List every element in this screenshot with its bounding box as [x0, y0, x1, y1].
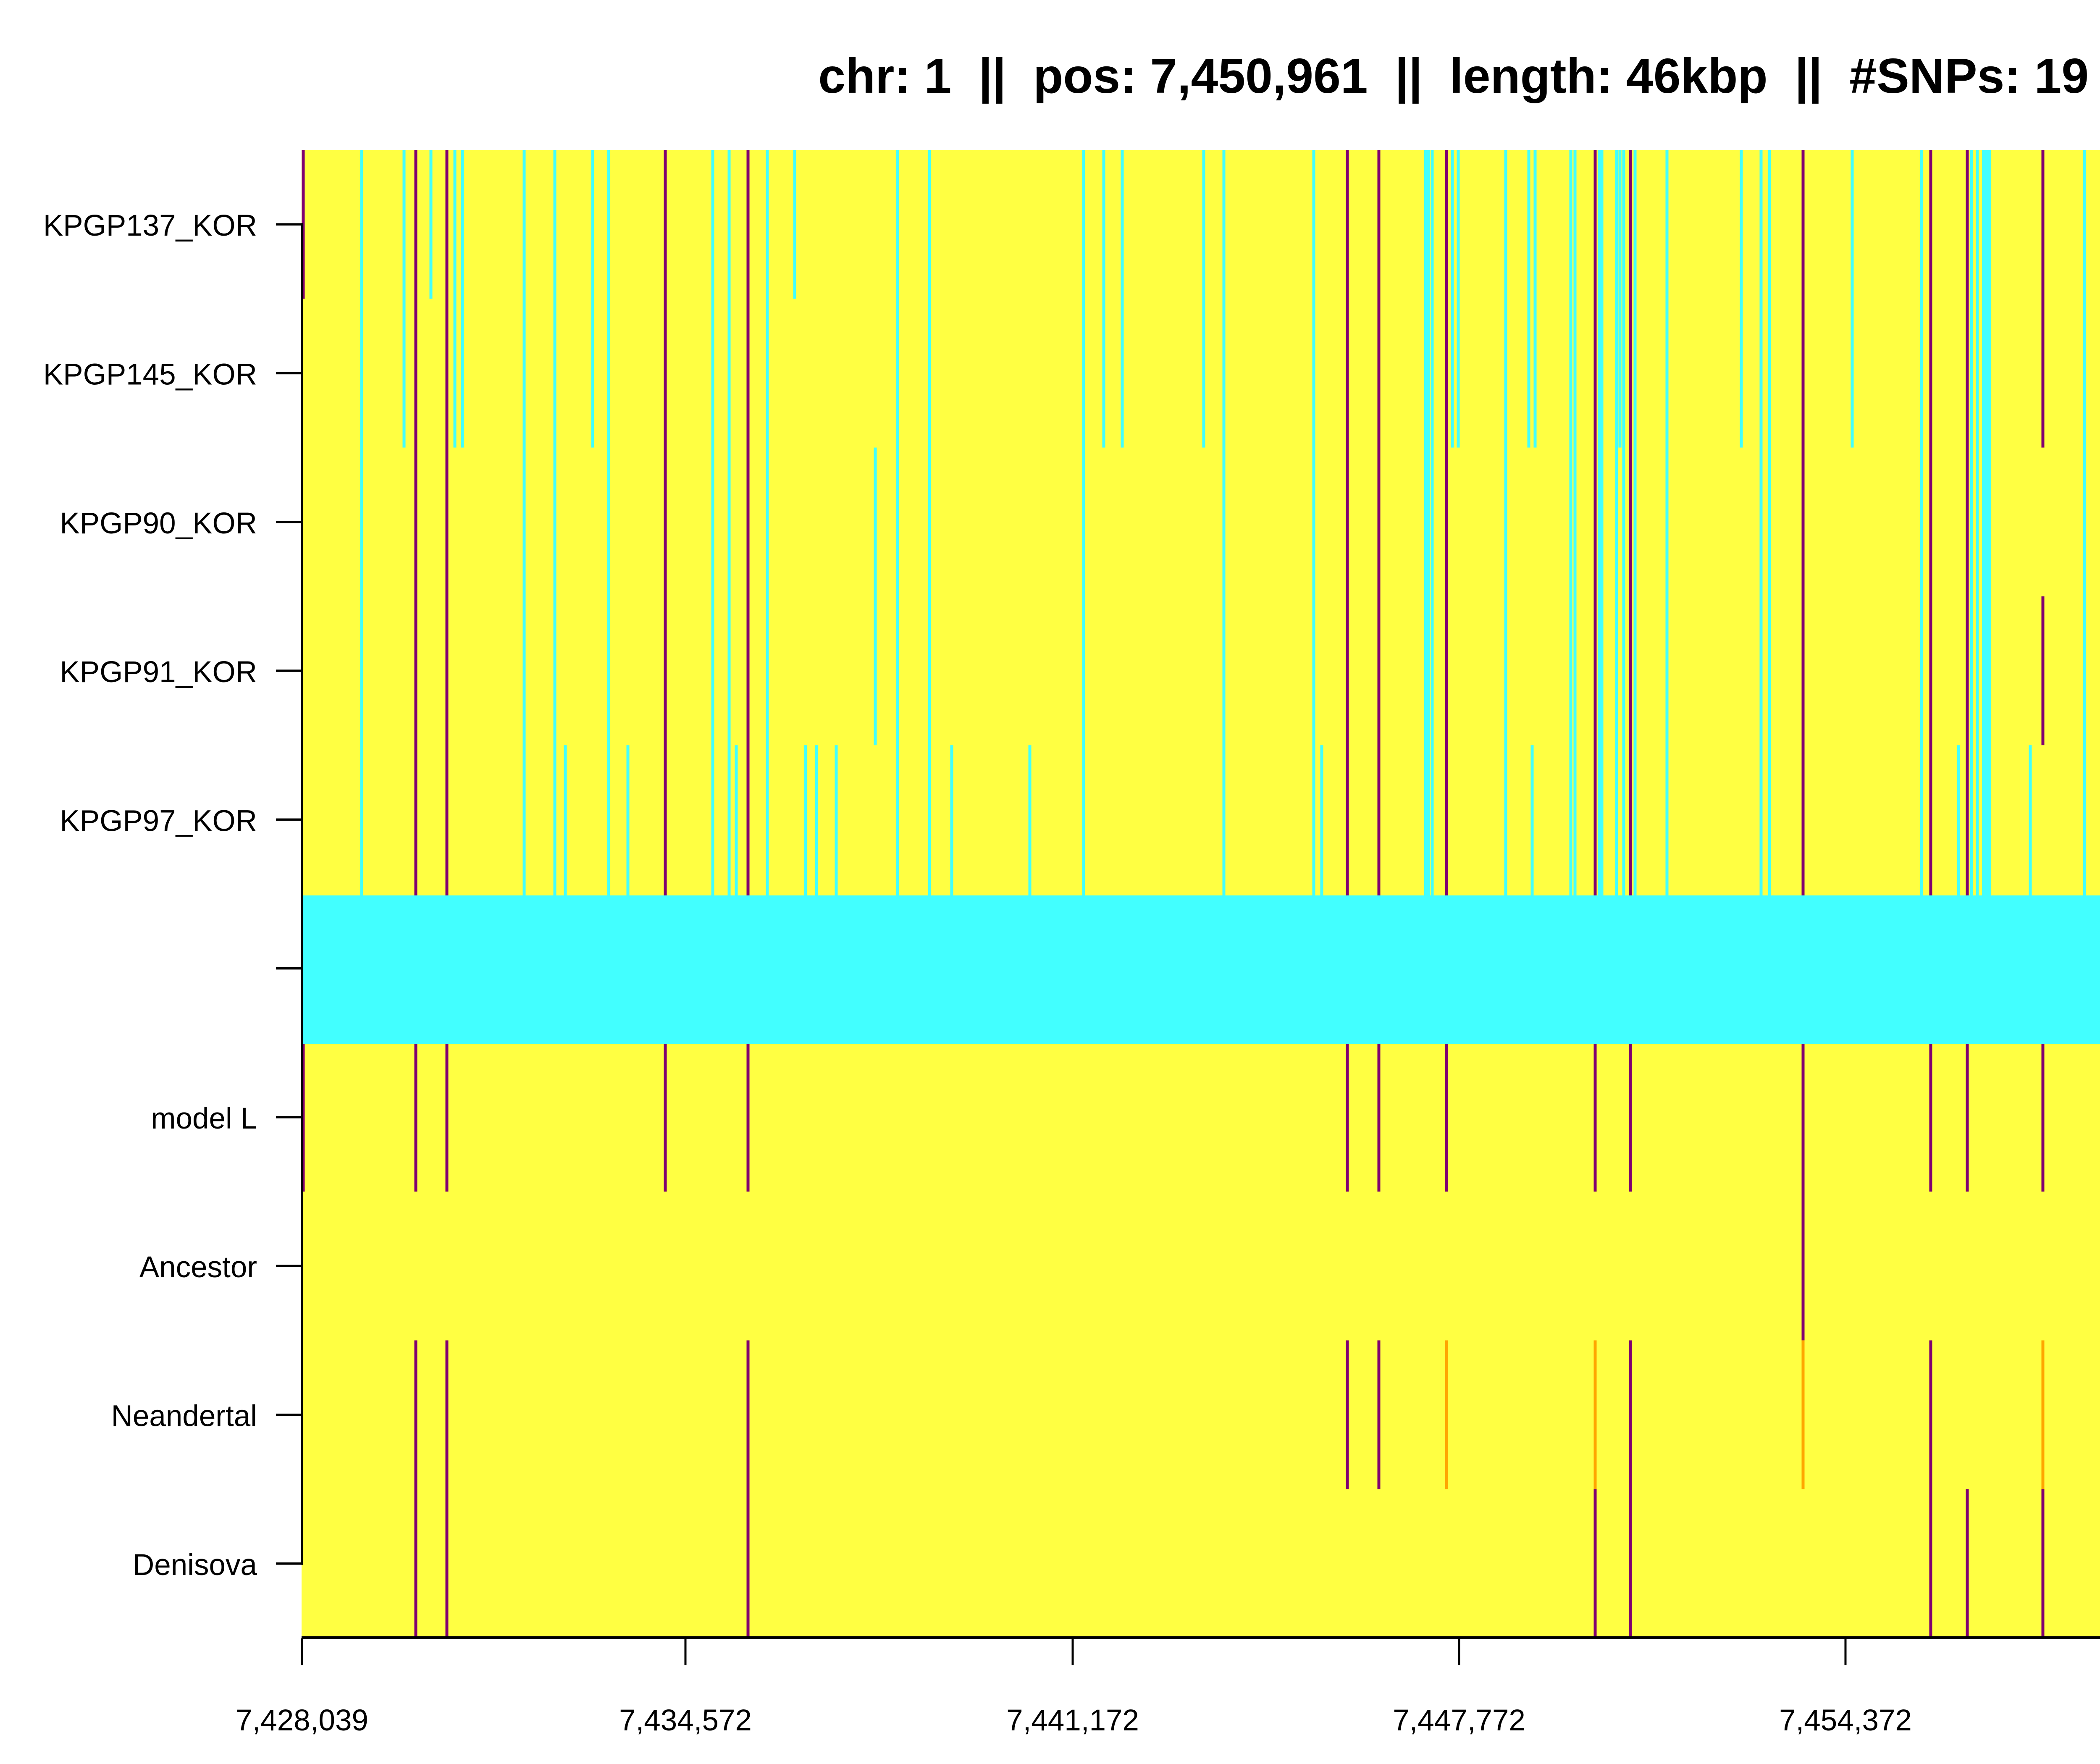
svg-text:7,454,372: 7,454,372 — [1779, 1704, 1912, 1737]
svg-text:7,441,172: 7,441,172 — [1006, 1704, 1139, 1737]
svg-text:7,428,039: 7,428,039 — [236, 1704, 368, 1737]
svg-text:model L: model L — [151, 1102, 257, 1135]
svg-text:Denisova: Denisova — [133, 1549, 257, 1582]
svg-text:7,447,772: 7,447,772 — [1393, 1704, 1525, 1737]
svg-text:KPGP91_KOR: KPGP91_KOR — [60, 656, 257, 689]
svg-text:KPGP137_KOR: KPGP137_KOR — [43, 209, 257, 242]
svg-text:Ancestor: Ancestor — [139, 1251, 257, 1284]
svg-text:Neandertal: Neandertal — [111, 1400, 257, 1433]
svg-text:7,434,572: 7,434,572 — [619, 1704, 752, 1737]
svg-text:KPGP145_KOR: KPGP145_KOR — [43, 358, 257, 391]
svg-text:chr: 1 || pos: 7,450,961 ||: chr: 1 || pos: 7,450,961 || length: 46kb… — [818, 49, 2100, 104]
svg-text:KPGP90_KOR: KPGP90_KOR — [60, 507, 257, 540]
svg-text:KPGP97_KOR: KPGP97_KOR — [60, 804, 257, 837]
